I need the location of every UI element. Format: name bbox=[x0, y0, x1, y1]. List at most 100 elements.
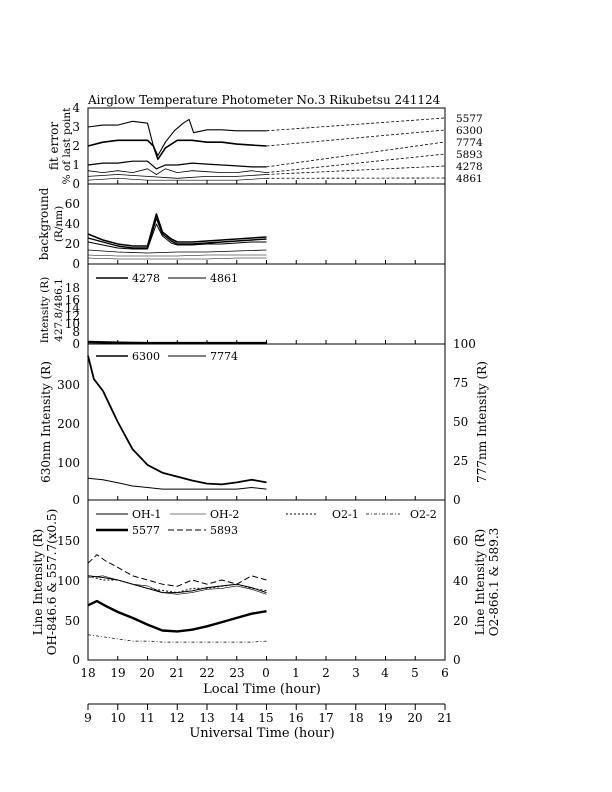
ut-tick-11: 11 bbox=[139, 711, 154, 725]
background-ytick-0: 0 bbox=[72, 257, 80, 271]
background-ytick-60: 60 bbox=[65, 197, 80, 211]
blue-ylabel: Intensity (R) bbox=[39, 277, 51, 343]
blue-ytick-12: 12 bbox=[65, 309, 80, 323]
series-line-o2-1 bbox=[87, 575, 267, 594]
li-ytick-left-150: 150 bbox=[57, 534, 80, 548]
fit-error-ytick-1: 1 bbox=[72, 158, 80, 172]
fit-error-connector bbox=[266, 141, 446, 168]
ut-tick-20: 20 bbox=[407, 711, 422, 725]
lt-tick-18: 18 bbox=[80, 666, 95, 680]
chart-title: Airglow Temperature Photometer No.3 Riku… bbox=[87, 93, 441, 107]
legend-label-oh2: OH-2 bbox=[210, 508, 239, 521]
background-ytick-40: 40 bbox=[65, 217, 80, 231]
local-time-axis: 18 19 20 21 22 23 0 1 2 3 4 5 6 Local Ti… bbox=[80, 666, 448, 697]
series-line-5577 bbox=[87, 599, 267, 633]
series-line-bg-5 bbox=[87, 254, 267, 257]
blue-ytick-18: 18 bbox=[65, 281, 80, 295]
red-ytick-right-50: 50 bbox=[453, 415, 468, 429]
red-ytick-right-0: 0 bbox=[453, 493, 461, 507]
li-ylabel-right: Line Intensity (R) bbox=[473, 529, 487, 635]
li-ytick-right-20: 20 bbox=[453, 614, 468, 628]
universal-time-axis-label: Universal Time (hour) bbox=[189, 726, 334, 741]
lt-tick-21: 21 bbox=[169, 666, 184, 680]
ut-tick-15: 15 bbox=[258, 711, 273, 725]
series-line-7774 bbox=[87, 477, 267, 490]
lt-tick-23: 23 bbox=[229, 666, 244, 680]
series-line-bg-3 bbox=[87, 223, 267, 250]
series-line-4861 bbox=[87, 178, 267, 181]
chart-marks bbox=[87, 117, 446, 710]
series-line-4278 bbox=[87, 174, 267, 179]
series-line-5893 bbox=[87, 554, 267, 587]
li-ytick-right-0: 0 bbox=[453, 653, 461, 667]
ut-tick-14: 14 bbox=[229, 711, 245, 725]
blue-ytick-16: 16 bbox=[65, 293, 80, 307]
fit-error-ylabel2: % of last point bbox=[61, 107, 73, 185]
li-ytick-left-50: 50 bbox=[65, 614, 80, 628]
fit-error-right-label-5893: 5893 bbox=[456, 149, 483, 161]
fit-error-connector bbox=[266, 117, 446, 132]
series-line-oh-1 bbox=[87, 575, 267, 594]
lt-tick-5: 5 bbox=[411, 666, 419, 680]
lt-tick-2: 2 bbox=[322, 666, 330, 680]
fit-error-right-label-7774: 7774 bbox=[456, 137, 483, 149]
blue-ytick-0: 0 bbox=[72, 337, 80, 351]
background-ytick-20: 20 bbox=[65, 237, 80, 251]
legend-label-4278: 4278 bbox=[132, 272, 160, 285]
panel-red-lines-frame bbox=[87, 343, 446, 501]
lt-tick-0: 0 bbox=[262, 666, 270, 680]
blue-ylabel2: 427.8/486.1 bbox=[53, 278, 65, 342]
red-ytick-right-25: 25 bbox=[453, 454, 468, 468]
blue-ytick-10: 10 bbox=[65, 317, 80, 331]
ut-tick-12: 12 bbox=[169, 711, 184, 725]
background-ylabel: background bbox=[37, 187, 51, 260]
legend-label-5577: 5577 bbox=[132, 524, 160, 537]
fit-error-right-label-4861: 4861 bbox=[456, 173, 483, 185]
series-line-bg-4 bbox=[87, 249, 267, 254]
blue-ytick-8: 8 bbox=[72, 325, 80, 339]
ut-tick-18: 18 bbox=[348, 711, 363, 725]
ut-tick-16: 16 bbox=[288, 711, 303, 725]
background-ylabel2: (R/nm) bbox=[53, 206, 65, 242]
ut-tick-21: 21 bbox=[437, 711, 452, 725]
fit-error-ytick-2: 2 bbox=[72, 139, 80, 153]
series-line-6300 bbox=[87, 355, 267, 486]
legend-label-o22: O2-2 bbox=[410, 508, 437, 521]
panel-line-intensity: 150 100 50 0 60 40 20 0 Line Intensity (… bbox=[31, 499, 501, 667]
ut-tick-17: 17 bbox=[318, 711, 333, 725]
series-line-bg-1 bbox=[87, 213, 267, 247]
series-line-o2-2 bbox=[87, 634, 267, 643]
red-ylabel-left: 630nm Intensity (R) bbox=[39, 361, 53, 483]
series-line-oh-2 bbox=[87, 575, 267, 595]
li-ylabel-left2: OH-846.6 & 557.7(x0.5) bbox=[45, 509, 59, 656]
series-line-7774 bbox=[87, 160, 267, 170]
panel-background-frame bbox=[87, 183, 446, 265]
series-line-5893 bbox=[87, 168, 267, 175]
lt-tick-20: 20 bbox=[139, 666, 154, 680]
li-ytick-right-40: 40 bbox=[453, 574, 468, 588]
legend-label-6300: 6300 bbox=[132, 350, 160, 363]
legend-label-7774: 7774 bbox=[210, 350, 238, 363]
ut-tick-9: 9 bbox=[84, 711, 92, 725]
li-ytick-right-60: 60 bbox=[453, 534, 468, 548]
local-time-axis-label: Local Time (hour) bbox=[203, 682, 321, 697]
lt-tick-1: 1 bbox=[292, 666, 300, 680]
ut-tick-19: 19 bbox=[377, 711, 392, 725]
fit-error-ylabel: fit error bbox=[47, 122, 61, 170]
blue-ytick-14: 14 bbox=[65, 301, 81, 315]
series-line-bg-2 bbox=[87, 217, 267, 249]
red-ytick-left-300: 300 bbox=[57, 378, 80, 392]
lt-tick-3: 3 bbox=[352, 666, 360, 680]
series-line-6300 bbox=[87, 139, 267, 161]
red-ytick-right-100: 100 bbox=[453, 337, 476, 351]
li-ylabel-right2: O2-866.1 & 589.3 bbox=[487, 528, 501, 637]
red-ytick-right-75: 75 bbox=[453, 376, 468, 390]
fit-error-ytick-3: 3 bbox=[72, 120, 80, 134]
lt-tick-4: 4 bbox=[381, 666, 389, 680]
fit-error-ytick-0: 0 bbox=[72, 177, 80, 191]
ut-tick-13: 13 bbox=[199, 711, 214, 725]
panel-red-lines: 300 200 100 0 100 75 50 25 0 630nm Inten… bbox=[39, 337, 489, 507]
lt-tick-19: 19 bbox=[110, 666, 125, 680]
legend-label-oh1: OH-1 bbox=[132, 508, 161, 521]
fit-error-right-label-6300: 6300 bbox=[456, 125, 483, 137]
